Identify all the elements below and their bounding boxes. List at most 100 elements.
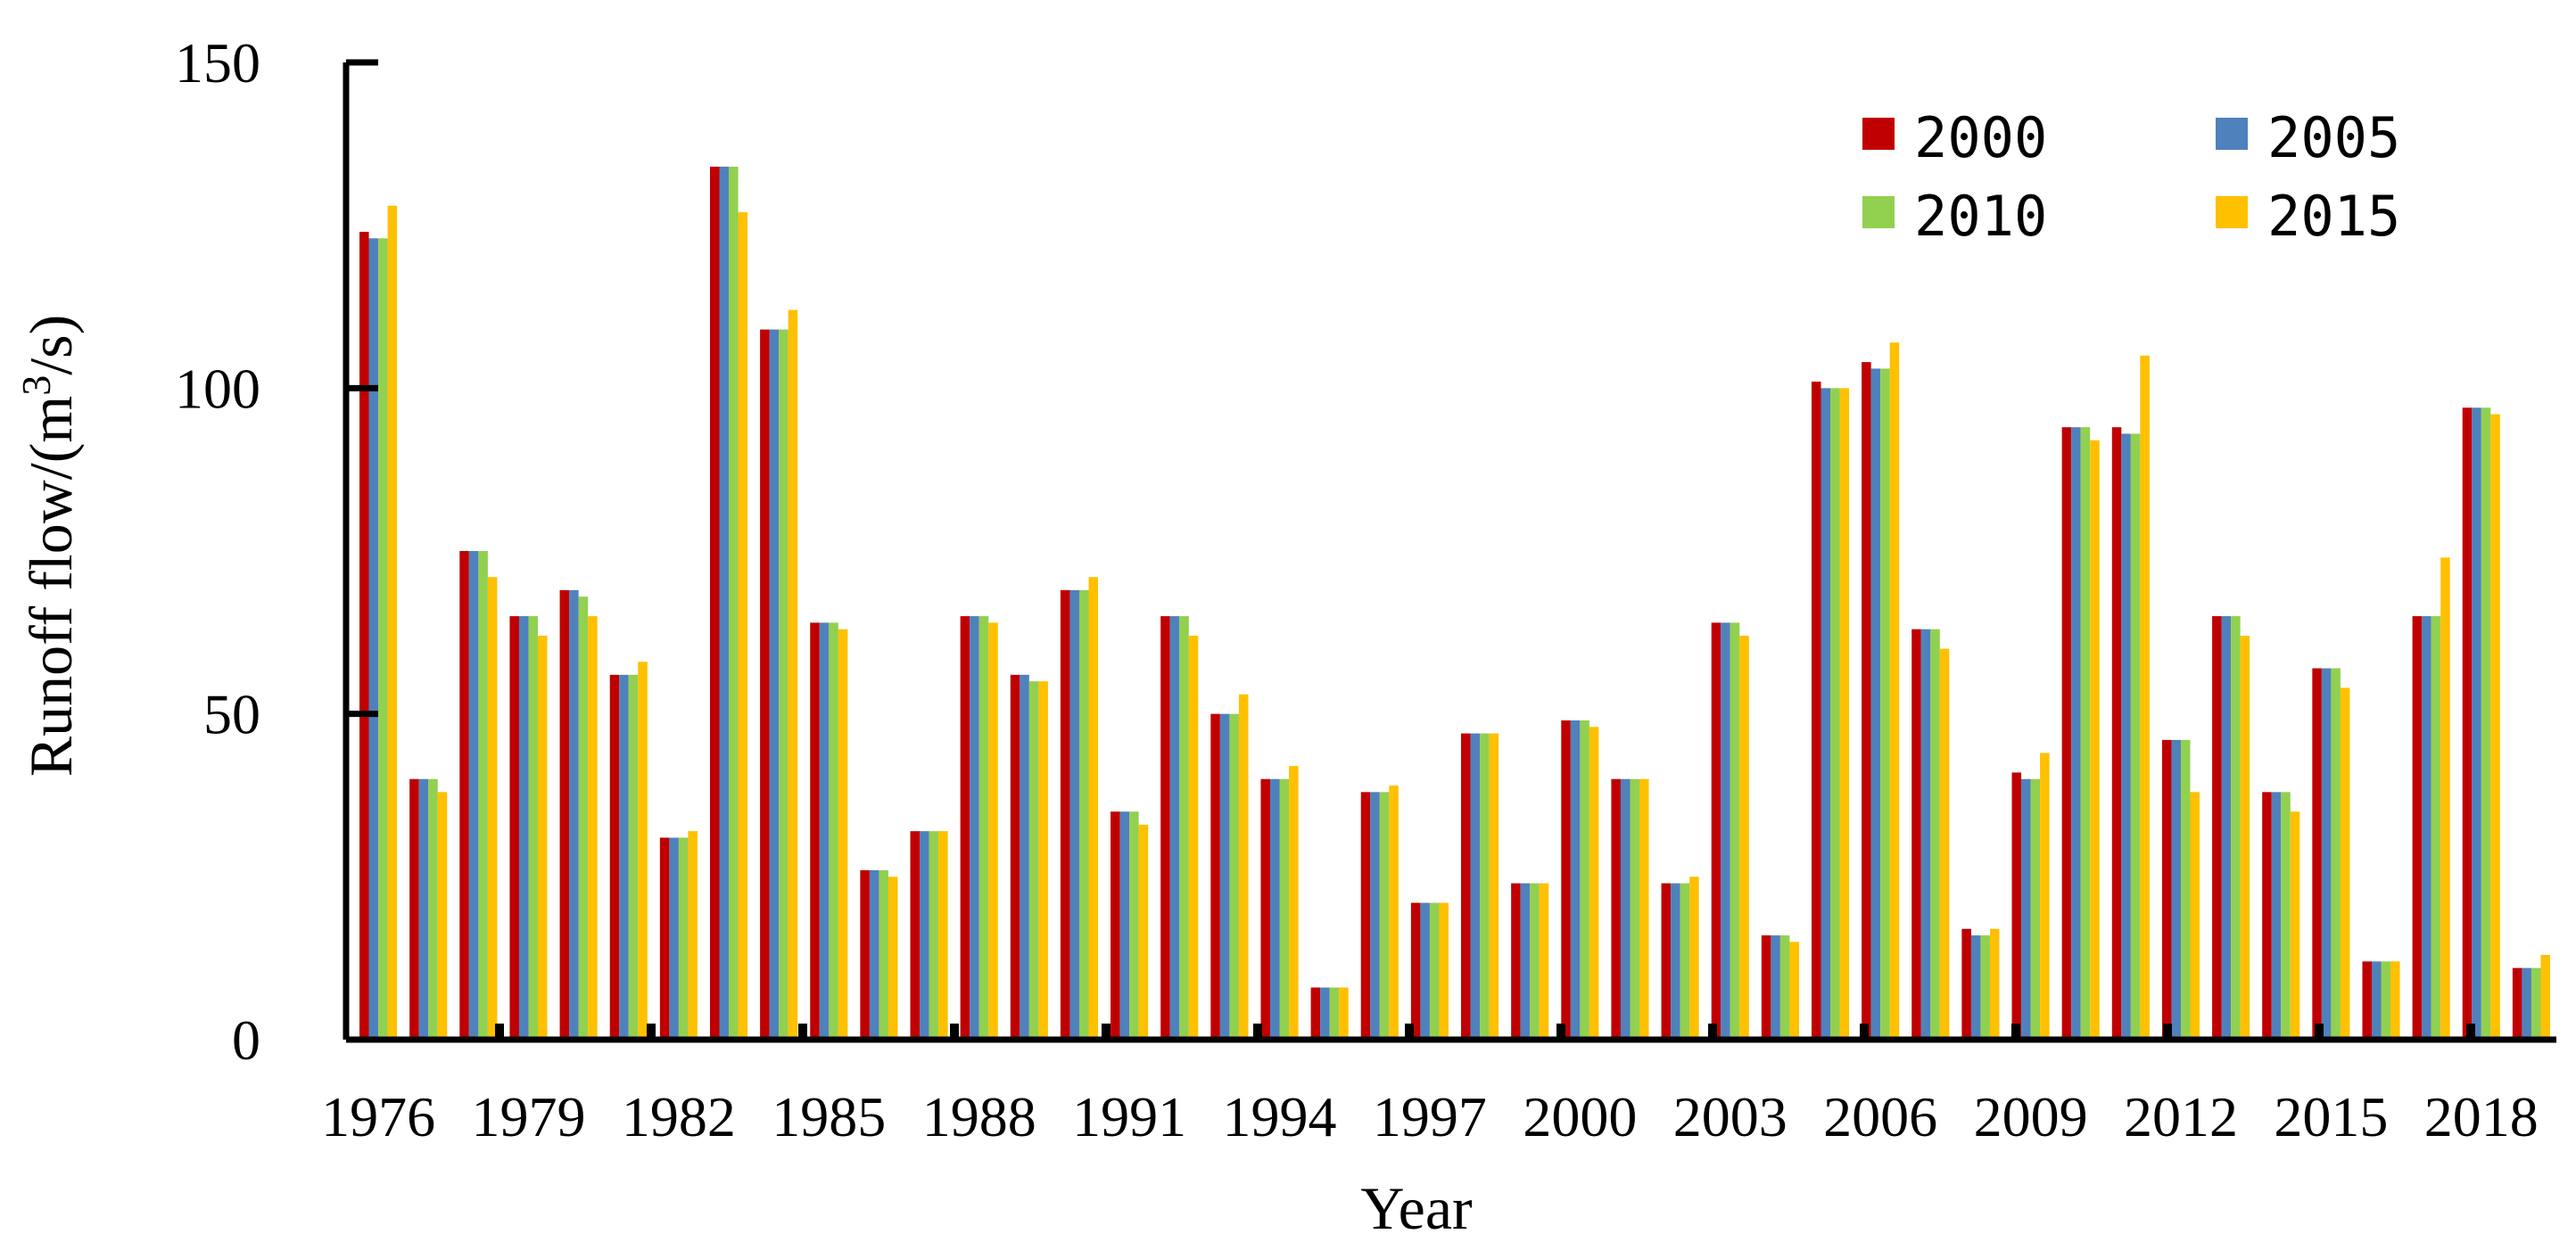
bar-2005-2005 [1821, 388, 1831, 1041]
bar-2010-1985 [829, 622, 838, 1040]
bar-2010-2001 [1630, 778, 1640, 1040]
bar-2000-2001 [1611, 778, 1621, 1040]
x-tick-label: 2015 [2274, 1085, 2388, 1148]
bar-2000-1990 [1060, 589, 1070, 1040]
bar-2010-1983 [729, 166, 739, 1040]
bar-2010-2015 [2331, 668, 2341, 1040]
bar-2010-1992 [1179, 616, 1189, 1040]
x-tick-label: 2006 [1823, 1085, 1937, 1148]
bar-2015-1997 [1439, 902, 1449, 1040]
x-tick-labels-group: 1976 1979 1982 1985 1988 1991 1994 1997 2000 2003… [321, 1085, 2539, 1148]
legend-item-2015: 2015 [2216, 184, 2400, 249]
bar-2015-2018 [2490, 414, 2500, 1040]
bar-2015-2005 [1839, 388, 1850, 1041]
x-tick-label: 2018 [2424, 1085, 2539, 1148]
bar-2000-1997 [1410, 902, 1421, 1040]
y-ticks-group: 0 50 100 150 [175, 31, 378, 1072]
bar-2005-2019 [2522, 967, 2531, 1040]
bar-2010-2016 [2381, 961, 2391, 1040]
legend-item-2010: 2010 [1862, 184, 2047, 249]
bar-2015-2002 [1689, 876, 1699, 1040]
bar-2005-2017 [2422, 616, 2432, 1040]
bar-2005-1994 [1270, 778, 1280, 1040]
bar-2010-1997 [1429, 902, 1440, 1040]
bar-2005-2004 [1771, 935, 1780, 1040]
bar-2000-2011 [2111, 427, 2122, 1040]
bar-2000-1998 [1461, 733, 1471, 1040]
bar-2010-2014 [2281, 792, 2291, 1040]
y-axis-title: Runoff flow/(m3/s) [13, 315, 85, 777]
legend-swatch-2000 [1862, 118, 1895, 150]
bar-2000-2015 [2312, 668, 2322, 1040]
bar-2015-2004 [1789, 942, 1799, 1040]
bar-2010-1989 [1028, 681, 1039, 1040]
bar-2010-1982 [678, 837, 689, 1040]
bar-2010-1999 [1530, 883, 1540, 1040]
bar-2010-1981 [628, 674, 639, 1040]
bar-2000-1999 [1511, 883, 1521, 1040]
legend-swatch-2010 [1862, 196, 1895, 228]
bar-2000-2006 [1862, 362, 1871, 1040]
bar-2000-1981 [609, 674, 620, 1040]
x-axis-tick-mark [2011, 1024, 2020, 1040]
bar-2000-2019 [2512, 967, 2522, 1040]
bar-2000-2016 [2362, 961, 2372, 1040]
bar-2010-1979 [528, 616, 539, 1040]
bar-2010-2004 [1779, 935, 1790, 1040]
y-axis-title-main: Runoff flow/(m [17, 396, 85, 777]
bar-2005-2011 [2121, 433, 2131, 1041]
x-tick-label: 2000 [1523, 1085, 1637, 1148]
x-tick-label: 1982 [622, 1085, 736, 1148]
x-axis-tick-mark [2315, 1024, 2324, 1040]
y-tick-label: 50 [203, 683, 260, 746]
bar-2015-2006 [1889, 342, 1900, 1040]
bar-2010-1996 [1379, 792, 1390, 1040]
bar-2000-1984 [760, 329, 770, 1040]
legend-label-2015: 2015 [2267, 184, 2400, 249]
bar-2010-1988 [978, 616, 989, 1040]
x-axis-tick-mark [647, 1024, 656, 1040]
x-axis-tick-mark [1708, 1024, 1717, 1040]
bar-2005-2015 [2321, 668, 2332, 1040]
bar-2015-2010 [2090, 440, 2100, 1040]
bar-2010-2000 [1580, 720, 1589, 1040]
bar-2005-1977 [418, 778, 429, 1040]
bar-2000-2012 [2161, 739, 2172, 1040]
bar-2000-1994 [1260, 778, 1270, 1040]
bar-2010-2013 [2231, 616, 2241, 1040]
bar-2015-1991 [1138, 824, 1149, 1040]
bar-2005-2007 [1920, 629, 1931, 1040]
bar-2005-2014 [2271, 792, 2282, 1040]
bar-2000-2007 [1911, 629, 1921, 1040]
bar-2000-1995 [1310, 987, 1321, 1040]
bar-2005-2016 [2372, 961, 2382, 1040]
bar-2015-2008 [1989, 928, 2000, 1040]
bar-2000-2008 [1961, 928, 1971, 1040]
bar-2005-1993 [1219, 713, 1230, 1040]
x-tick-label: 1994 [1223, 1085, 1337, 1148]
bar-2005-1981 [619, 674, 629, 1040]
bar-2015-2003 [1739, 635, 1749, 1040]
x-tick-label: 2009 [1974, 1085, 2088, 1148]
bar-2000-2017 [2412, 616, 2423, 1040]
bar-2015-1980 [588, 616, 598, 1040]
bar-2010-2005 [1830, 388, 1840, 1041]
y-tick-label: 0 [232, 1008, 260, 1072]
bar-2005-2008 [1970, 935, 1981, 1040]
bar-2000-1986 [860, 870, 870, 1040]
bar-2000-1978 [459, 551, 469, 1040]
bar-2005-1998 [1470, 733, 1481, 1040]
x-axis-tick-mark [1405, 1024, 1414, 1040]
y-tick-label: 100 [175, 357, 260, 420]
bar-2010-1978 [478, 551, 488, 1040]
bar-2010-2008 [1980, 935, 1990, 1040]
bar-2015-1982 [688, 831, 698, 1040]
x-tick-label: 1991 [1072, 1085, 1186, 1148]
x-tick-label: 1997 [1373, 1085, 1487, 1148]
bar-2010-1987 [929, 831, 939, 1040]
bar-2005-1979 [518, 616, 529, 1040]
bar-2015-2007 [1939, 648, 1950, 1040]
y-axis-title-tail: /s) [17, 315, 85, 375]
bar-2005-1990 [1069, 589, 1079, 1040]
bar-2000-2010 [2061, 427, 2072, 1040]
